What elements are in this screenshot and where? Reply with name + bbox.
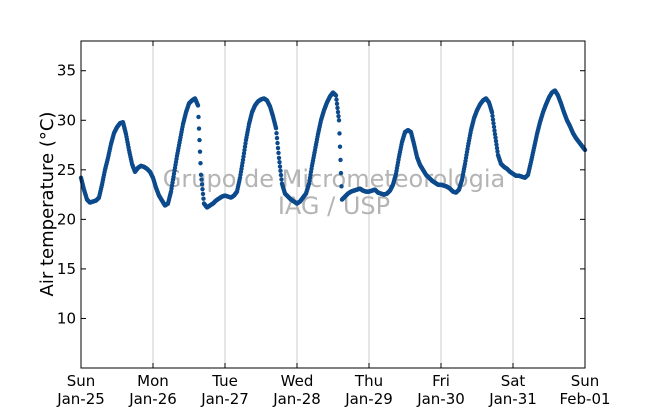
x-tick-label-day: Mon xyxy=(137,372,169,390)
data-point xyxy=(277,164,283,169)
data-point xyxy=(274,135,280,141)
data-point xyxy=(491,121,496,126)
x-tick-label-date: Jan-27 xyxy=(200,390,249,408)
data-point xyxy=(195,103,201,108)
x-tick-label-date: Feb-01 xyxy=(559,390,610,408)
data-point xyxy=(334,101,340,106)
data-point xyxy=(279,177,284,182)
data-point xyxy=(242,144,248,149)
data-point xyxy=(338,157,343,163)
y-tick-label: 35 xyxy=(57,62,76,80)
y-tick-label: 25 xyxy=(57,161,76,179)
data-point xyxy=(492,131,498,137)
y-tick-label: 10 xyxy=(57,309,76,327)
data-point xyxy=(199,182,205,187)
y-tick-label: 30 xyxy=(57,111,76,129)
data-point xyxy=(339,184,344,189)
x-tick-label-day: Sun xyxy=(67,372,96,390)
data-point xyxy=(334,97,339,102)
data-point xyxy=(278,168,283,174)
data-point xyxy=(336,113,341,119)
x-tick-label-date: Jan-26 xyxy=(128,390,177,408)
x-tick-label-date: Jan-29 xyxy=(344,390,393,408)
data-point xyxy=(493,135,498,140)
data-point xyxy=(275,145,281,151)
data-point xyxy=(201,196,206,201)
data-point xyxy=(276,155,282,161)
data-point xyxy=(197,137,202,143)
data-point xyxy=(494,145,500,151)
data-point xyxy=(335,109,341,115)
data-point xyxy=(196,114,201,120)
y-tick-label: 20 xyxy=(57,210,76,228)
data-point xyxy=(198,161,203,166)
x-tick-label-date: Jan-25 xyxy=(56,390,105,408)
data-point xyxy=(490,113,495,119)
data-point xyxy=(490,117,496,122)
data-point xyxy=(494,142,499,147)
data-point xyxy=(278,172,284,178)
data-point xyxy=(240,157,246,163)
x-axis: SunJan-25MonJan-26TueJan-27WedJan-28ThuJ… xyxy=(56,41,611,408)
data-point xyxy=(199,177,204,182)
data-point xyxy=(276,150,281,156)
data-point xyxy=(495,149,500,154)
data-point xyxy=(274,130,279,136)
data-point xyxy=(273,126,279,131)
data-point xyxy=(197,149,203,154)
x-tick-label-day: Sat xyxy=(501,372,526,390)
data-point xyxy=(200,186,205,192)
x-tick-label-date: Jan-28 xyxy=(272,390,321,408)
data-point xyxy=(489,110,495,115)
data-point xyxy=(335,105,340,111)
data-point xyxy=(333,93,339,98)
data-point xyxy=(337,131,342,136)
y-axis: 10 15 20 25 30 35 xyxy=(57,62,585,327)
data-point xyxy=(241,151,247,156)
y-axis-label: Air temperature (°C) xyxy=(37,112,58,297)
data-point xyxy=(491,124,497,130)
data-point xyxy=(277,160,282,165)
data-point xyxy=(243,141,248,146)
x-tick-label-day: Fri xyxy=(432,372,450,390)
plot-frame xyxy=(80,40,586,369)
data-point xyxy=(200,191,206,197)
watermark-line-1: Grupo de Micrometeorologia xyxy=(163,165,505,193)
x-tick-label-day: Sun xyxy=(571,372,600,390)
x-tick-label-day: Tue xyxy=(211,372,238,390)
x-tick-label-day: Wed xyxy=(281,372,314,390)
data-point xyxy=(493,138,499,144)
x-tick-label-date: Jan-31 xyxy=(488,390,537,408)
data-point xyxy=(492,128,497,133)
data-point xyxy=(242,147,247,153)
watermark-line-2: IAG / USP xyxy=(278,192,390,220)
data-point xyxy=(196,126,202,131)
data-point xyxy=(336,118,342,123)
data-point xyxy=(198,172,204,177)
data-point xyxy=(241,154,246,159)
data-point xyxy=(338,170,344,176)
x-tick-label-day: Thu xyxy=(354,372,383,390)
x-tick-label-date: Jan-30 xyxy=(416,390,465,408)
data-point xyxy=(337,144,343,149)
plot-area: Grupo de Micrometeorologia IAG / USP xyxy=(78,40,588,369)
y-tick-label: 15 xyxy=(57,260,76,278)
data-points xyxy=(78,88,588,210)
data-point xyxy=(275,140,280,146)
